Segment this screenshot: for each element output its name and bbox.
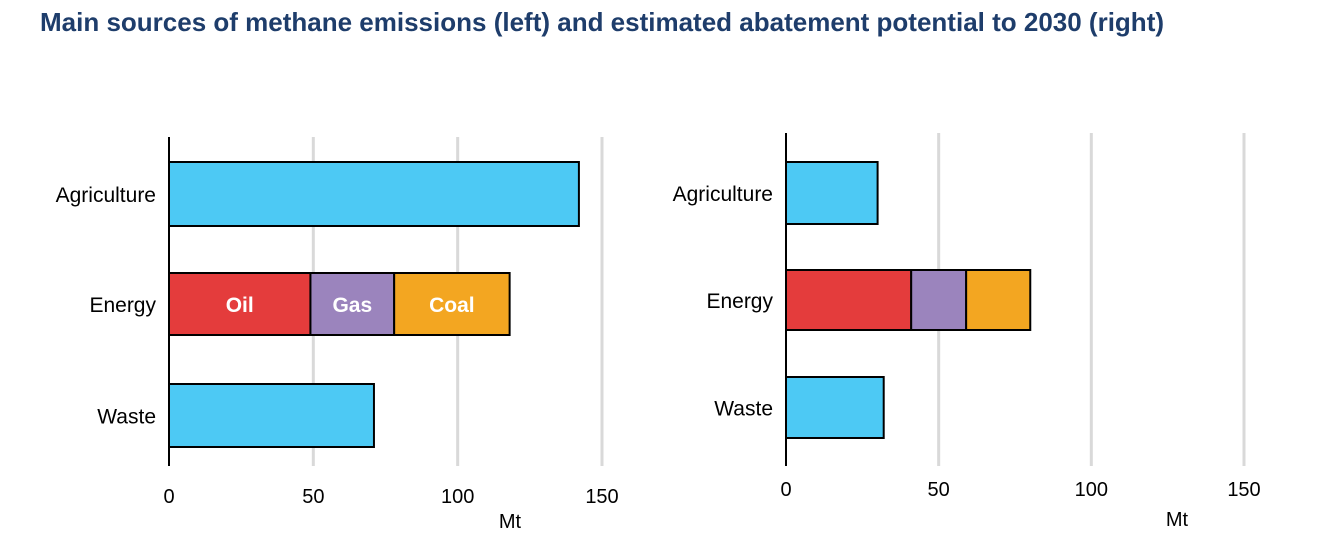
left-segment-label-oil: Oil — [226, 294, 254, 317]
right-tick-label-150: 150 — [1227, 479, 1260, 501]
left-category-label-waste: Waste — [97, 406, 156, 429]
left-axis-unit-label: Mt — [499, 511, 522, 533]
right-axis-unit-label: Mt — [1166, 509, 1189, 531]
left-bar-energy-coal — [393, 272, 511, 336]
left-segment-label-coal: Coal — [429, 294, 475, 317]
right-panel-abatement: Agriculture Energy Waste 0 50 100 150 Mt — [673, 133, 1261, 531]
left-bar-agriculture-agriculture — [168, 161, 580, 227]
left-tick-label-100: 100 — [441, 486, 474, 508]
left-bar-energy-oil — [168, 272, 312, 336]
left-segment-label-gas: Gas — [332, 294, 372, 317]
right-bar-energy-oil — [785, 269, 913, 331]
left-category-label-agriculture: Agriculture — [56, 184, 156, 207]
left-tick-label-0: 0 — [163, 486, 174, 508]
right-tick-label-100: 100 — [1075, 479, 1108, 501]
chart-title: Main sources of methane emissions (left)… — [40, 7, 1165, 37]
right-bar-agriculture-agriculture — [785, 161, 879, 225]
left-bar-waste-waste — [168, 383, 375, 448]
right-bar-energy-coal — [965, 269, 1032, 331]
left-tick-label-150: 150 — [585, 486, 618, 508]
right-category-label-waste: Waste — [714, 398, 773, 421]
right-bar-energy-gas — [910, 269, 968, 331]
right-tick-label-0: 0 — [780, 479, 791, 501]
right-category-label-energy: Energy — [706, 290, 773, 313]
left-tick-label-50: 50 — [302, 486, 324, 508]
left-category-label-energy: Energy — [89, 294, 156, 317]
left-panel-emissions: Agriculture Oil Gas Coal Energy Waste 0 50 100 15… — [56, 137, 619, 533]
right-category-label-agriculture: Agriculture — [673, 183, 773, 206]
right-tick-label-50: 50 — [928, 479, 950, 501]
right-bar-waste-waste — [785, 376, 885, 439]
